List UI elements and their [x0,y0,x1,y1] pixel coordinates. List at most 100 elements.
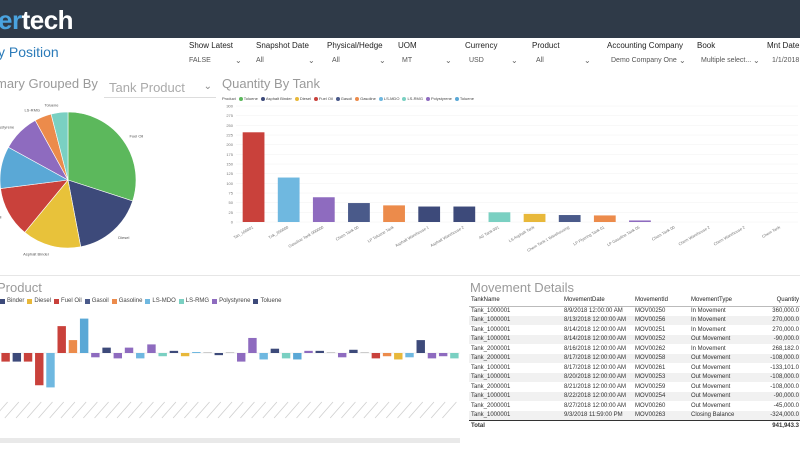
column-header-movementdate[interactable]: MovementDate [562,294,633,307]
bar[interactable] [450,353,459,359]
filter-show-latest[interactable]: Show Latest FALSE ⌄ [189,41,245,71]
legend-item[interactable]: Toluene [243,96,258,102]
table-row[interactable]: Tank_1000001 8/20/2018 12:00:00 AM MOV0025… [469,372,800,382]
column-header-movementid[interactable]: MovementId [633,294,689,307]
table-row[interactable]: Tank_1000001 8/22/2018 12:00:00 AM MOV0025… [469,391,800,401]
bar[interactable] [57,326,66,353]
bar[interactable] [1,353,10,362]
legend-item[interactable]: Fuel Oil [61,298,82,304]
bar[interactable] [281,353,291,359]
legend-item[interactable]: Polystyrene [431,96,452,102]
bar[interactable] [337,353,347,358]
column-header-tankname[interactable]: TankName [469,294,562,307]
bar[interactable] [293,353,302,360]
legend-item[interactable]: Gasoline [118,298,143,304]
legend-item[interactable]: Gasoil [91,298,109,304]
bar[interactable] [180,353,190,357]
bar[interactable] [418,206,441,222]
bar[interactable] [79,318,89,353]
bar[interactable] [23,353,33,362]
bar[interactable] [91,353,100,358]
bar[interactable] [629,220,651,222]
bar[interactable] [371,353,381,359]
bar[interactable] [438,353,448,357]
legend-item[interactable]: Fuel Oil [318,96,333,102]
filter-physical-hedge[interactable]: Physical/Hedge All ⌄ [327,41,389,71]
column-header-movementtype[interactable]: MovementType [689,294,759,307]
pie-slice[interactable] [67,179,134,248]
table-row[interactable]: Tank_1000001 9/3/2018 11:59:00 PM MOV00263… [469,410,800,420]
table-row[interactable]: Tank_1000001 8/17/2018 12:00:00 AM MOV0026… [469,363,800,373]
table-row[interactable]: Tank_2000001 8/27/2018 12:00:00 AM MOV0026… [469,401,800,411]
bar[interactable] [382,353,392,357]
bar[interactable] [242,132,265,222]
legend-item[interactable]: LS-RMG [185,298,210,304]
bar[interactable] [304,350,313,353]
bar[interactable] [158,353,167,357]
bar[interactable] [270,348,280,353]
bar[interactable] [558,215,581,222]
bar[interactable] [192,352,201,353]
bar[interactable] [405,353,414,358]
bar[interactable] [12,353,22,362]
bar[interactable] [277,177,300,222]
bar[interactable] [383,205,405,222]
bar[interactable] [46,353,55,388]
table-row[interactable]: Tank_2000001 8/21/2018 12:00:00 AM MOV0025… [469,382,800,392]
bar[interactable] [136,353,145,359]
bar[interactable] [453,206,476,222]
bar[interactable] [348,203,370,222]
bar[interactable] [248,337,257,353]
bar[interactable] [315,350,324,353]
bar[interactable] [225,352,235,353]
bar[interactable] [124,347,134,353]
bar[interactable] [360,352,369,353]
table-row[interactable]: Tank_1000001 8/14/2018 12:00:00 AM MOV0025… [469,325,800,335]
bar[interactable] [593,215,616,222]
filter-product[interactable]: Product All ⌄ [532,41,594,71]
legend-item[interactable]: Diesel [34,298,52,304]
horizontal-scrollbar[interactable] [0,438,460,443]
legend-item[interactable]: Gasoil [340,96,353,102]
table-row[interactable]: Tank_2000001 8/17/2018 12:00:00 AM MOV0025… [469,353,800,363]
bar[interactable] [68,340,78,353]
bar[interactable] [312,197,335,222]
bar[interactable] [416,340,425,353]
bar[interactable] [214,353,223,356]
legend-item[interactable]: Toluene [459,96,474,102]
legend-item[interactable]: Gasoline [360,96,376,102]
legend-item[interactable]: Diesel [299,96,311,102]
bar[interactable] [259,353,268,360]
legend-item[interactable]: LS-MDO [383,96,400,102]
bar[interactable] [147,344,156,353]
legend-item[interactable]: Toluene [260,298,282,304]
legend-item[interactable]: Asphalt Binder [265,96,292,102]
filter-uom[interactable]: UOM MT ⌄ [398,41,455,71]
filter-mnt-date[interactable]: Mnt Date 1/1/2018 [767,41,800,71]
bar[interactable] [427,353,437,359]
bar[interactable] [113,353,123,359]
legend-item[interactable]: Polystyrene [219,298,251,304]
legend-item[interactable]: Binder [7,298,25,304]
table-row[interactable]: Tank_1000001 8/13/2018 12:00:00 AM MOV0025… [469,315,800,325]
legend-item[interactable]: LS-MDO [152,298,176,304]
legend-item[interactable]: LS-RMG [407,96,423,102]
filter-snapshot-date[interactable]: Snapshot Date All ⌄ [256,41,318,71]
filter-book[interactable]: Book Multiple select... ⌄ [697,41,760,71]
pie-slice[interactable] [50,111,69,181]
bar[interactable] [102,347,111,353]
bar[interactable] [488,212,511,222]
group-by-dropdown[interactable]: Tank Product ⌄ [104,78,216,98]
pie-slice[interactable] [67,111,137,202]
bar[interactable] [523,213,546,222]
table-row[interactable]: Tank_1000001 8/9/2018 12:00:00 AM MOV00250… [469,306,800,316]
filter-currency[interactable]: Currency USD ⌄ [465,41,521,71]
bar[interactable] [35,353,44,386]
table-row[interactable]: Tank_2000001 8/16/2018 12:00:00 AM MOV0026… [469,344,800,354]
bar[interactable] [169,350,179,353]
column-header-quantity[interactable]: Quantity [759,294,800,307]
bar[interactable] [326,352,336,353]
bar[interactable] [203,352,212,353]
table-row[interactable]: Tank_1000001 8/14/2018 12:00:00 AM MOV0025… [469,334,800,344]
bar[interactable] [237,353,246,362]
